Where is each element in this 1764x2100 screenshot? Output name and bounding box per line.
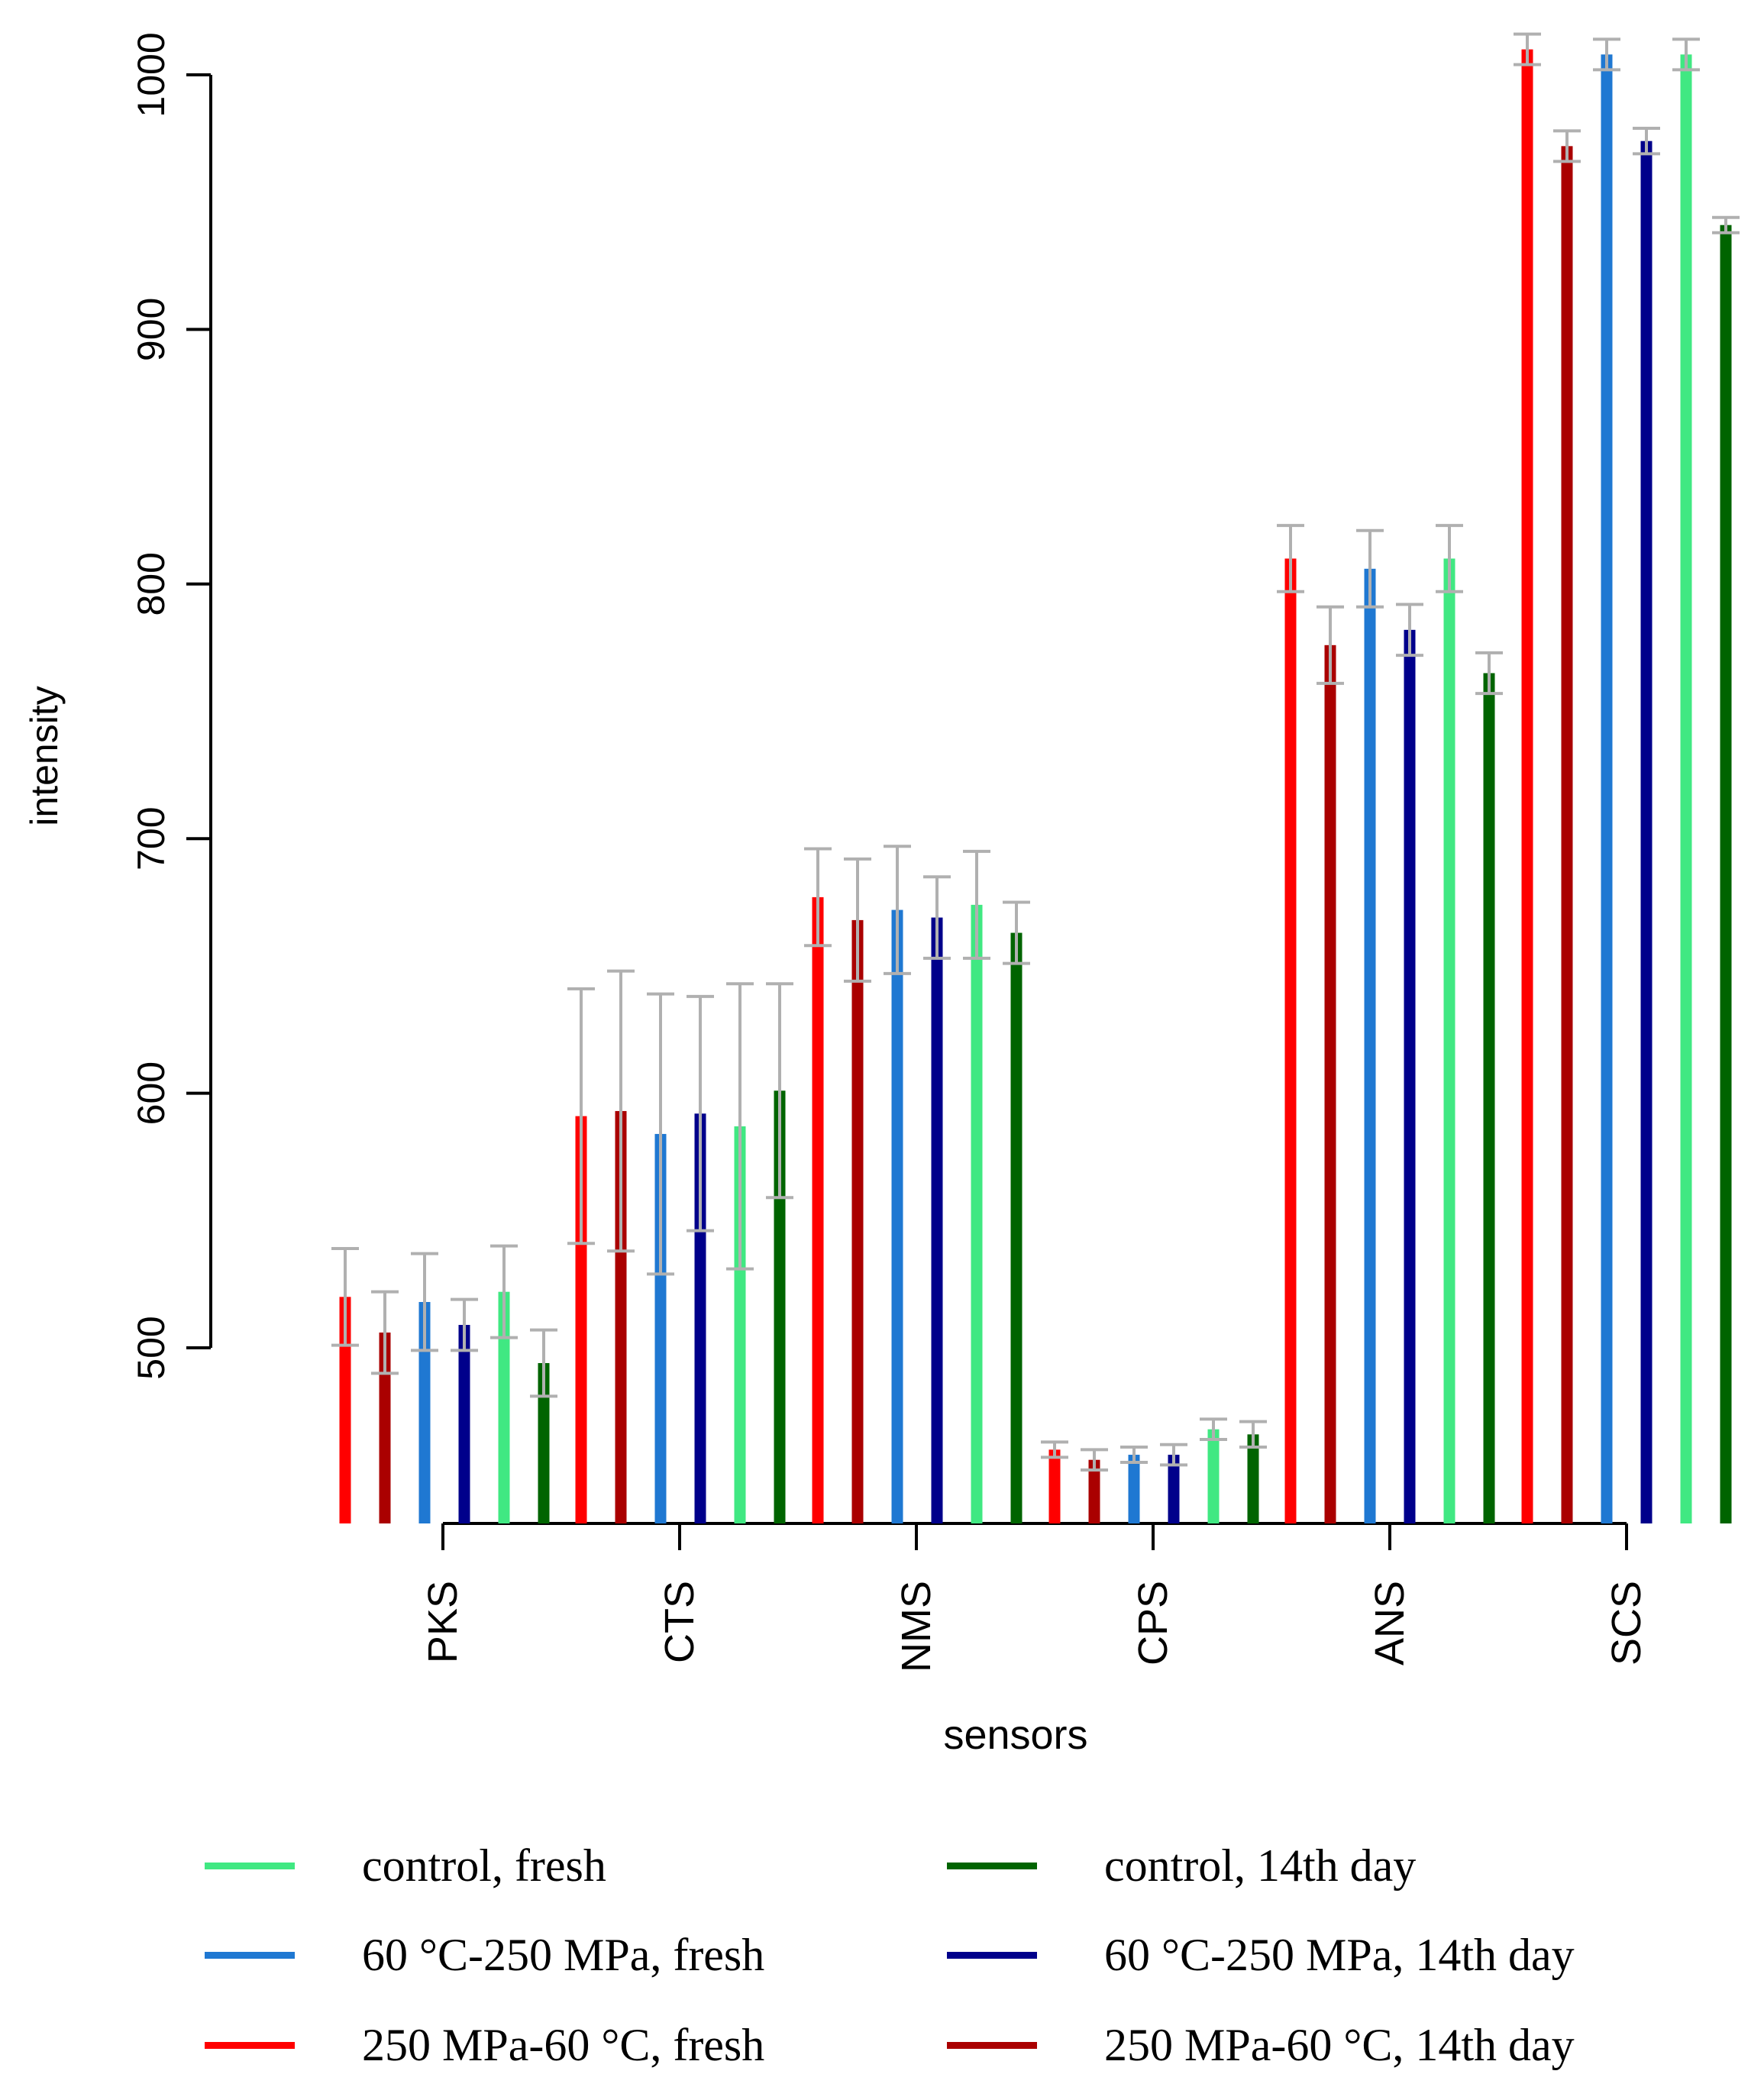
bar — [654, 1133, 667, 1523]
legend-label: 60 °C-250 MPa, 14th day — [1104, 1929, 1575, 1980]
y-axis-label: intensity — [23, 686, 66, 825]
x-tick-label: NMS — [893, 1581, 939, 1672]
bar — [538, 1363, 550, 1523]
bar — [1404, 629, 1416, 1523]
bar — [418, 1301, 431, 1523]
legend-swatch — [205, 1862, 295, 1869]
y-tick-label: 1000 — [130, 32, 173, 117]
legend-item: control, 14th day — [947, 1840, 1416, 1891]
bar-chart: 500 600 700 800 900 1000 PKS CTS NMS CPS ANS SCS i… — [23, 32, 1740, 1758]
x-axis-label: sensors — [943, 1712, 1087, 1758]
legend-item: 60 °C-250 MPa, fresh — [205, 1930, 764, 1980]
bar — [971, 904, 983, 1523]
bar — [812, 897, 824, 1523]
bar — [1128, 1455, 1140, 1523]
bar — [1284, 558, 1297, 1524]
bar — [1247, 1434, 1259, 1523]
bar — [734, 1126, 746, 1523]
legend-item: 60 °C-250 MPa, 14th day — [947, 1930, 1575, 1980]
x-tick-label: CTS — [657, 1581, 703, 1663]
legend-label: control, fresh — [362, 1840, 606, 1891]
bar — [1680, 54, 1692, 1523]
bar — [458, 1324, 470, 1523]
legend-label: 250 MPa-60 °C, 14th day — [1104, 2019, 1575, 2070]
bar — [575, 1116, 587, 1523]
bar — [1048, 1449, 1061, 1523]
legend-label: control, 14th day — [1104, 1840, 1417, 1891]
x-tick-label: SCS — [1604, 1581, 1649, 1665]
legend-swatch — [205, 1951, 295, 1959]
bar — [1443, 558, 1455, 1524]
x-tick-label: ANS — [1367, 1581, 1413, 1665]
y-tick-label: 500 — [130, 1316, 173, 1379]
bar — [851, 919, 864, 1523]
bar — [339, 1297, 351, 1523]
legend-label: 60 °C-250 MPa, fresh — [362, 1929, 765, 1980]
bar — [498, 1291, 510, 1523]
bar — [1168, 1455, 1180, 1523]
bar — [615, 1110, 627, 1523]
bar — [1720, 225, 1732, 1523]
x-tick-label: PKS — [420, 1581, 466, 1663]
legend-item: control, fresh — [205, 1840, 606, 1891]
legend-label: 250 MPa-60 °C, fresh — [362, 2019, 765, 2070]
bar — [1521, 49, 1533, 1523]
x-tick-label: CPS — [1130, 1581, 1176, 1665]
y-tick-label: 600 — [130, 1061, 173, 1125]
legend-swatch — [947, 2041, 1037, 2049]
legend-item: 250 MPa-60 °C, fresh — [205, 2020, 764, 2070]
bar — [694, 1113, 706, 1523]
bar — [1601, 54, 1613, 1523]
y-tick-label: 800 — [130, 552, 173, 615]
y-tick-label: 700 — [130, 806, 173, 870]
legend-swatch — [205, 2041, 295, 2049]
bar — [1561, 146, 1573, 1523]
y-tick-label: 900 — [130, 298, 173, 361]
legend-swatch — [947, 1862, 1037, 1869]
bar — [1207, 1429, 1220, 1523]
bar — [1088, 1459, 1100, 1523]
legend: control, fresh control, 14th day 60 °C-250… — [0, 1817, 1764, 2100]
bar — [1640, 141, 1653, 1524]
legend-item: 250 MPa-60 °C, 14th day — [947, 2020, 1575, 2070]
bar — [379, 1332, 391, 1523]
bar — [1364, 568, 1376, 1523]
bar — [1324, 645, 1336, 1524]
bar — [1010, 932, 1023, 1523]
bar — [931, 917, 943, 1523]
bar — [891, 909, 903, 1523]
bar — [1483, 673, 1495, 1523]
legend-swatch — [947, 1951, 1037, 1959]
